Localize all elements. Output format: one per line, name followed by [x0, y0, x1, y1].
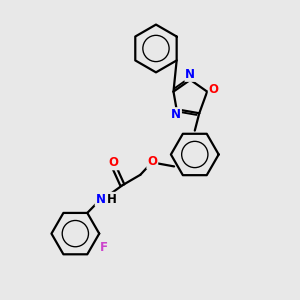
Text: N: N: [96, 193, 106, 206]
Text: O: O: [209, 83, 219, 96]
Text: N: N: [171, 108, 181, 121]
Text: O: O: [147, 155, 157, 168]
Text: N: N: [185, 68, 195, 81]
Text: O: O: [109, 156, 118, 169]
Text: F: F: [100, 241, 107, 254]
Text: H: H: [107, 193, 117, 206]
